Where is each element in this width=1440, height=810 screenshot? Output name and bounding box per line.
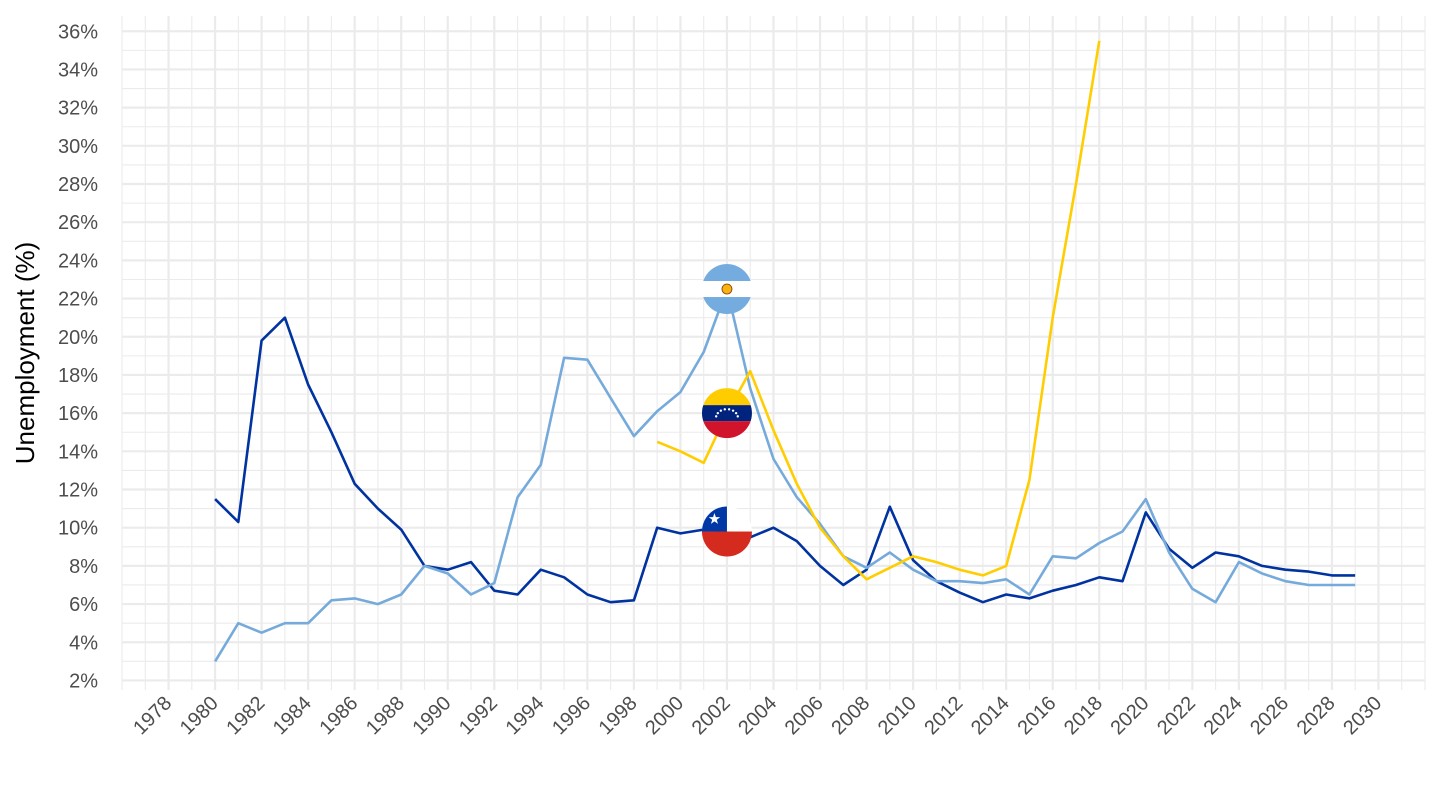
y-tick-label: 4% (69, 632, 98, 654)
y-tick-label: 26% (58, 212, 98, 234)
x-tick-label: 2012 (920, 692, 967, 739)
x-tick-label: 1992 (455, 692, 502, 739)
y-tick-label: 20% (58, 327, 98, 349)
x-axis-tick-labels: 1978 1980 1982 1984 1986 1988 1990 1992 1994 1996… (129, 692, 1386, 739)
x-tick-label: 2026 (1246, 692, 1293, 739)
x-tick-label: 2004 (734, 692, 781, 739)
x-tick-label: 2016 (1013, 692, 1060, 739)
y-tick-label: 16% (58, 403, 98, 425)
venezuela-star-icon (734, 411, 738, 415)
x-tick-label: 1988 (362, 692, 409, 739)
x-tick-label: 2002 (688, 692, 735, 739)
x-tick-label: 2024 (1200, 692, 1247, 739)
x-tick-label: 1984 (269, 692, 316, 739)
y-tick-label: 24% (58, 250, 98, 272)
y-tick-label: 34% (58, 59, 98, 81)
x-tick-label: 2028 (1293, 692, 1340, 739)
venezuela-star-icon (723, 408, 727, 411)
y-tick-label: 8% (69, 556, 98, 578)
grid-lines (121, 16, 1426, 690)
chile-star-icon (708, 513, 721, 524)
venezuela-flag-icon (701, 388, 752, 439)
y-tick-label: 36% (58, 21, 98, 43)
argentina-flag-icon (701, 264, 752, 315)
x-tick-label: 2022 (1153, 692, 1200, 739)
x-tick-label: 2000 (641, 692, 688, 739)
sun-icon (721, 283, 733, 295)
venezuela-star-icon (716, 411, 720, 415)
x-tick-label: 1980 (176, 692, 223, 739)
x-tick-label: 2014 (967, 692, 1014, 739)
y-tick-label: 18% (58, 365, 98, 387)
series-lines (213, 40, 1356, 663)
venezuela-star-icon (719, 409, 723, 412)
y-tick-label: 6% (69, 594, 98, 616)
x-tick-label: 1998 (595, 692, 642, 739)
y-tick-label: 28% (58, 174, 98, 196)
y-tick-label: 32% (58, 98, 98, 120)
x-tick-label: 1982 (222, 692, 269, 739)
venezuela-star-icon (736, 415, 739, 418)
venezuela-star-icon (731, 409, 735, 412)
x-tick-label: 1990 (409, 692, 456, 739)
y-axis-title: Unemployment (%) (10, 242, 40, 465)
x-tick-label: 2030 (1339, 692, 1386, 739)
x-tick-label: 1978 (129, 692, 176, 739)
x-tick-label: 1986 (315, 692, 362, 739)
y-tick-label: 10% (58, 518, 98, 540)
y-axis-tick-labels: 2% 4% 6% 8% 10% 12% 14% 16% 18% 20% 22% 24% 26% 28% 30… (58, 21, 98, 692)
x-tick-label: 1996 (548, 692, 595, 739)
argentina-series-line (213, 287, 1356, 663)
x-tick-label: 1994 (502, 692, 549, 739)
x-tick-label: 2008 (827, 692, 874, 739)
chile-flag-icon (701, 506, 752, 557)
x-tick-label: 2020 (1107, 692, 1154, 739)
venezuela-star-icon (714, 415, 718, 418)
venezuela-star-icon (727, 408, 731, 411)
flag-markers (701, 264, 752, 557)
x-tick-label: 2018 (1060, 692, 1107, 739)
y-tick-label: 30% (58, 136, 98, 158)
y-tick-label: 14% (58, 441, 98, 463)
y-tick-label: 2% (69, 670, 98, 692)
x-tick-label: 2010 (874, 692, 921, 739)
x-tick-label: 2006 (781, 692, 828, 739)
y-tick-label: 12% (58, 480, 98, 502)
y-tick-label: 22% (58, 289, 98, 311)
